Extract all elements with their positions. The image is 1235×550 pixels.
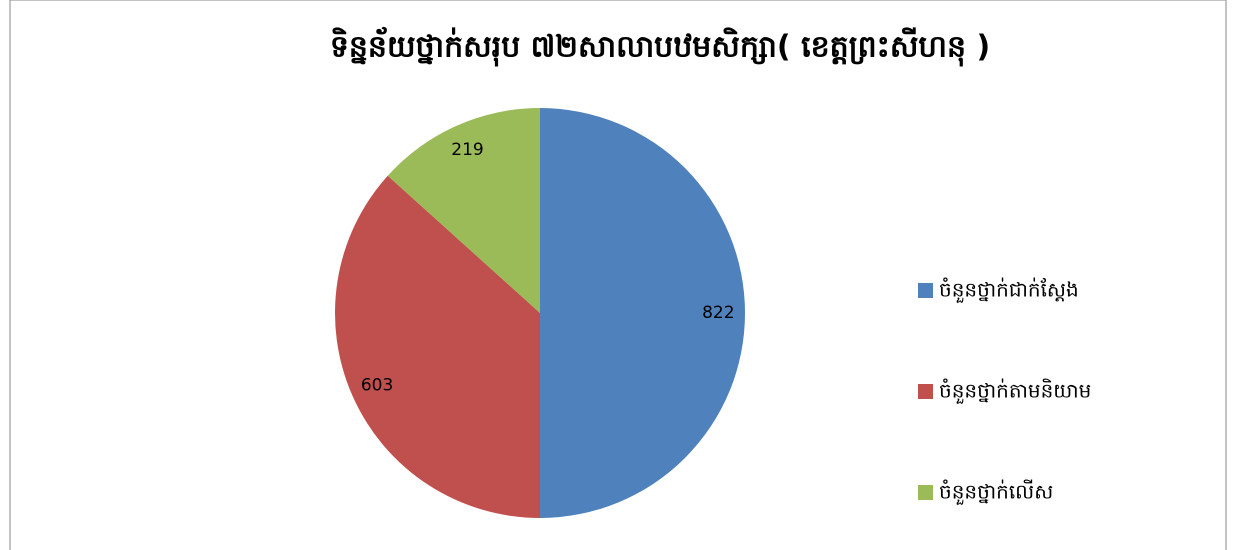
pie-slice: [387, 108, 540, 313]
legend-label: ចំនួនថ្នាក់លើស: [939, 479, 1053, 506]
data-label: 822: [702, 303, 734, 323]
chart-title: ទិន្នន័យថ្នាក់សរុប ៧២សាលាបឋមសិក្សា( ខេត្…: [330, 27, 990, 68]
legend-swatch: [918, 384, 933, 399]
pie-slice: [540, 108, 745, 518]
data-label: 603: [361, 375, 393, 395]
legend-label: ចំនួនថ្នាក់ជាក់ស្តែង: [939, 277, 1079, 304]
legend-label: ចំនួនថ្នាក់តាមនិយាម: [939, 378, 1091, 405]
data-label: 219: [451, 140, 483, 160]
pie-slice: [334, 175, 540, 518]
legend-swatch: [918, 485, 933, 500]
legend-swatch: [918, 283, 933, 298]
